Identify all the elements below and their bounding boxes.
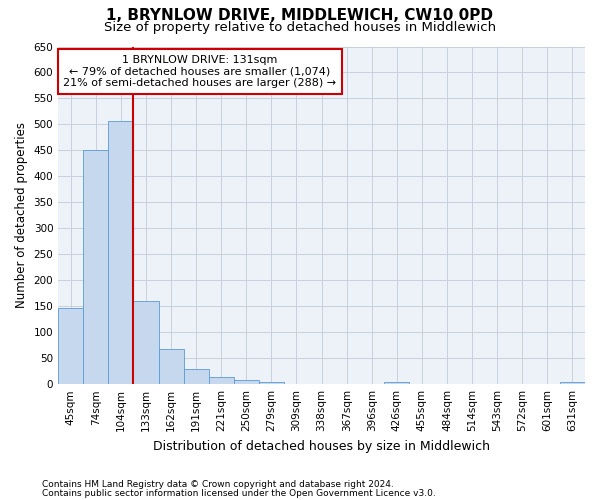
X-axis label: Distribution of detached houses by size in Middlewich: Distribution of detached houses by size … [153,440,490,452]
Bar [158,350,184,384]
Bar [209,378,234,384]
Bar [184,368,209,384]
Bar [83,150,109,384]
Text: 1, BRYNLOW DRIVE, MIDDLEWICH, CW10 0PD: 1, BRYNLOW DRIVE, MIDDLEWICH, CW10 0PD [107,8,493,22]
Y-axis label: Number of detached properties: Number of detached properties [15,122,28,308]
Text: Contains public sector information licensed under the Open Government Licence v3: Contains public sector information licen… [42,488,436,498]
Bar [234,380,259,384]
Text: 1 BRYNLOW DRIVE: 131sqm
← 79% of detached houses are smaller (1,074)
21% of semi: 1 BRYNLOW DRIVE: 131sqm ← 79% of detache… [64,55,337,88]
Bar [58,308,83,384]
Bar [133,301,158,384]
Bar [259,382,284,384]
Text: Size of property relative to detached houses in Middlewich: Size of property relative to detached ho… [104,21,496,34]
Bar [560,382,585,384]
Bar [385,382,409,384]
Text: Contains HM Land Registry data © Crown copyright and database right 2024.: Contains HM Land Registry data © Crown c… [42,480,394,489]
Bar [109,121,133,384]
